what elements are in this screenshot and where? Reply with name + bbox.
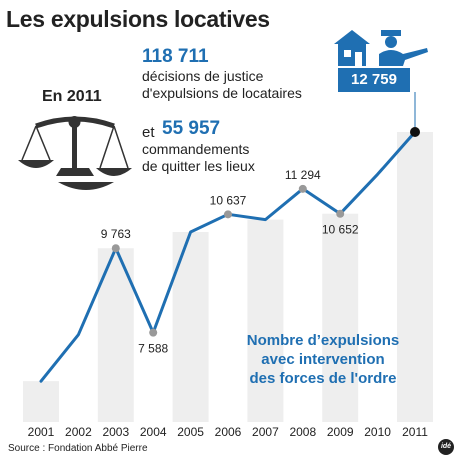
x-tick-2007: 2007 bbox=[252, 425, 279, 439]
bar-2009 bbox=[322, 213, 359, 422]
background-bars bbox=[23, 132, 433, 422]
data-label-2008: 11 294 bbox=[285, 168, 321, 182]
point-2006 bbox=[224, 210, 232, 219]
x-tick-2008: 2008 bbox=[289, 425, 316, 439]
data-labels: 9 763 7 588 10 637 11 294 10 652 bbox=[101, 168, 359, 356]
page-title: Les expulsions locatives bbox=[6, 6, 270, 32]
data-points bbox=[111, 127, 420, 337]
x-tick-2009: 2009 bbox=[327, 425, 354, 439]
point-2009 bbox=[336, 209, 345, 218]
x-tick-2006: 2006 bbox=[215, 425, 242, 439]
annotation-line3: des forces de l'ordre bbox=[249, 370, 397, 387]
stat-decisions-value: 118 711 bbox=[142, 46, 209, 67]
x-tick-2001: 2001 bbox=[28, 425, 55, 439]
data-label-2003: 9 763 bbox=[101, 227, 131, 241]
stat-commands-text: commandements de quitter les lieux bbox=[142, 141, 255, 175]
stat-commands-prefix: et bbox=[142, 124, 155, 141]
x-tick-2005: 2005 bbox=[177, 425, 204, 439]
x-tick-2011: 2011 bbox=[402, 425, 428, 439]
bar-2011 bbox=[397, 132, 433, 422]
police-officer-icon bbox=[379, 30, 428, 66]
x-tick-2010: 2010 bbox=[364, 425, 391, 439]
stat-commands-line1: commandements bbox=[142, 141, 250, 157]
stat-decisions-text: décisions de justice d'expulsions de loc… bbox=[142, 68, 302, 102]
source-credit: Source : Fondation Abbé Pierre bbox=[8, 443, 148, 454]
point-2004 bbox=[149, 328, 158, 337]
publisher-logo: idé bbox=[438, 439, 454, 455]
highlight-value-badge: 12 759 bbox=[338, 68, 410, 92]
data-label-2006: 10 637 bbox=[210, 193, 247, 207]
x-axis-ticks: 2001 2002 2003 2004 2005 2006 2007 2008 2009 2010… bbox=[28, 425, 429, 439]
chart-annotation: Nombre d’expulsions avec intervention de… bbox=[212, 331, 434, 388]
stat-commands-line2: de quitter les lieux bbox=[142, 158, 255, 174]
annotation-line2: avec intervention bbox=[261, 351, 385, 368]
scales-of-justice-icon bbox=[18, 116, 132, 190]
x-tick-2004: 2004 bbox=[140, 425, 167, 439]
stat-commands-value: 55 957 bbox=[162, 118, 221, 139]
bar-2005 bbox=[172, 231, 209, 422]
annotation-line1: Nombre d’expulsions bbox=[246, 332, 400, 349]
stat-decisions-line1: décisions de justice bbox=[142, 68, 264, 84]
x-tick-2003: 2003 bbox=[102, 425, 129, 439]
point-2003 bbox=[111, 244, 120, 253]
summary-year-label: En 2011 bbox=[42, 88, 102, 105]
x-tick-2002: 2002 bbox=[65, 425, 92, 439]
data-label-2004: 7 588 bbox=[138, 342, 168, 356]
bar-2001 bbox=[23, 381, 59, 422]
point-2008 bbox=[298, 184, 307, 193]
data-label-2009: 10 652 bbox=[322, 223, 359, 237]
house-icon bbox=[334, 30, 370, 66]
point-2011 bbox=[410, 127, 420, 137]
stat-decisions-line2: d'expulsions de locataires bbox=[142, 85, 302, 101]
bar-2007 bbox=[247, 219, 284, 422]
